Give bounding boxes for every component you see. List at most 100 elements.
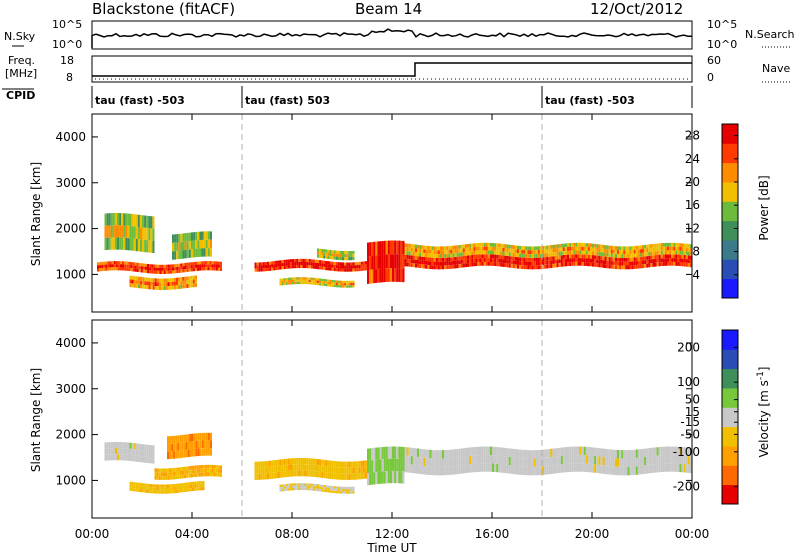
- echo-cell: [602, 244, 605, 249]
- echo-cell: [525, 257, 528, 262]
- echo-cell: [173, 281, 176, 286]
- echo-cell: [644, 248, 647, 253]
- echo-cell: [142, 281, 145, 285]
- echo-cell: [296, 261, 299, 265]
- echo-cell: [644, 457, 647, 466]
- echo-cell: [152, 487, 155, 491]
- echo-cell: [144, 266, 147, 270]
- echo-cell: [183, 442, 186, 450]
- echo-cell: [162, 476, 165, 480]
- echo-cell: [344, 486, 347, 490]
- echo-cell: [292, 279, 295, 282]
- echo-cell: [458, 245, 461, 249]
- echo-cell: [146, 483, 149, 487]
- echo-cell: [673, 463, 676, 472]
- echo-cell: [623, 467, 626, 476]
- echo-cell: [435, 458, 438, 467]
- echo-cell: [589, 262, 592, 267]
- echo-cell: [431, 253, 434, 258]
- echo-cell: [429, 249, 432, 254]
- echo-cell: [621, 450, 624, 459]
- echo-cell: [602, 248, 605, 253]
- echo-cell: [190, 265, 193, 269]
- echo-cell: [664, 258, 667, 262]
- echo-cell: [667, 242, 670, 247]
- echo-cell: [167, 468, 170, 473]
- beam-title: Beam 14: [355, 0, 422, 18]
- echo-cell: [554, 259, 557, 264]
- echo-cell: [317, 282, 320, 286]
- echo-cell: [106, 213, 109, 226]
- echo-cell: [314, 280, 317, 283]
- echo-cell: [279, 263, 282, 267]
- echo-cell: [637, 253, 640, 258]
- echo-cell: [153, 270, 156, 274]
- echo-cell: [317, 266, 320, 270]
- echo-cell: [429, 449, 432, 459]
- echo-cell: [596, 456, 599, 465]
- echo-cell: [652, 456, 655, 465]
- echo-cell: [184, 241, 187, 250]
- echo-cell: [369, 460, 372, 473]
- echo-cell: [598, 248, 601, 252]
- echo-cell: [169, 285, 172, 290]
- echo-cell: [342, 257, 345, 261]
- echo-cell: [552, 263, 555, 268]
- echo-cell: [197, 231, 200, 241]
- echo-cell: [550, 252, 553, 257]
- echo-cell: [585, 463, 588, 472]
- echo-cell: [112, 441, 115, 448]
- echo-cell: [175, 475, 178, 480]
- echo-cell: [650, 263, 653, 267]
- echo-cell: [346, 257, 349, 261]
- echo-cell: [429, 466, 432, 475]
- echo-cell: [186, 470, 189, 475]
- echo-cell: [117, 267, 120, 271]
- echo-cell: [485, 261, 488, 266]
- echo-cell: [560, 259, 563, 263]
- echo-cell: [115, 261, 118, 265]
- echo-cell: [642, 457, 645, 466]
- echo-cell: [450, 257, 453, 262]
- echo-cell: [335, 461, 338, 468]
- echo-cell: [356, 268, 359, 272]
- echo-cell: [679, 262, 682, 267]
- echo-cell: [383, 268, 386, 283]
- echo-cell: [483, 250, 486, 255]
- echo-cell: [194, 267, 197, 271]
- echo-cell: [375, 459, 378, 472]
- echo-cell: [178, 277, 181, 282]
- echo-cell: [462, 448, 465, 457]
- echo-cell: [410, 447, 413, 457]
- echo-cell: [179, 483, 182, 487]
- echo-cell: [558, 251, 561, 256]
- echo-cell: [685, 247, 688, 252]
- echo-cell: [412, 448, 415, 457]
- echo-cell: [211, 264, 214, 268]
- echo-cell: [498, 251, 501, 255]
- echo-cell: [506, 252, 509, 256]
- echo-cell: [207, 472, 210, 477]
- echo-cell: [575, 454, 578, 464]
- echo-cell: [629, 257, 632, 262]
- echo-cell: [517, 264, 520, 269]
- echo-cell: [148, 457, 151, 464]
- echo-cell: [302, 464, 305, 471]
- echo-cell: [598, 259, 601, 264]
- echo-cell: [619, 265, 622, 270]
- echo-cell: [335, 280, 338, 283]
- echo-cell: [535, 246, 538, 251]
- echo-cell: [121, 225, 124, 238]
- echo-cell: [186, 232, 189, 242]
- echo-cell: [531, 265, 534, 270]
- echo-cell: [492, 258, 495, 263]
- y-tick-label: 3000: [55, 382, 86, 396]
- echo-cell: [156, 468, 159, 473]
- echo-cell: [537, 466, 540, 476]
- echo-cell: [387, 254, 390, 269]
- echo-cell: [296, 487, 299, 491]
- echo-cell: [583, 262, 586, 266]
- echo-cell: [137, 443, 140, 450]
- echo-cell: [467, 255, 470, 260]
- echo-cell: [314, 471, 317, 478]
